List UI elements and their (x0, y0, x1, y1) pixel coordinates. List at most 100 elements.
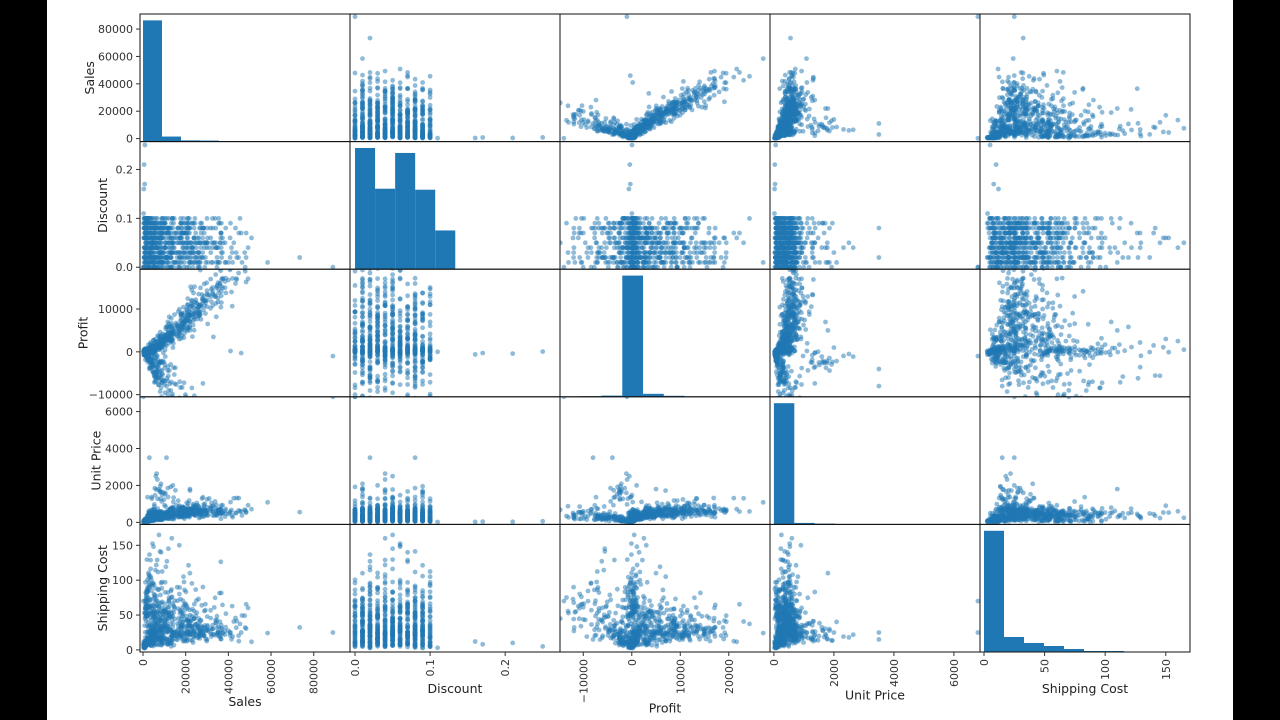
scatter-point (151, 255, 156, 260)
scatter-point (782, 79, 788, 84)
scatter-point (203, 240, 208, 246)
scatter-point (674, 250, 679, 256)
scatter-point (697, 79, 702, 85)
scatter-point (532, 236, 537, 241)
scatter-point (665, 235, 670, 241)
scatter-point (205, 235, 210, 241)
scatter-point (1012, 134, 1017, 140)
scatter-point (686, 216, 691, 221)
scatter-point (639, 128, 645, 134)
scatter-point (985, 135, 990, 141)
scatter-point (786, 76, 792, 82)
scatter-point (1008, 105, 1014, 111)
scatter-point (667, 255, 673, 260)
scatter-point (552, 102, 557, 107)
scatter-point (1147, 132, 1153, 137)
scatter-point (546, 89, 551, 94)
scatter-point (698, 95, 704, 100)
scatter-point (190, 220, 195, 226)
scatter-point (641, 264, 647, 270)
scatter-point (667, 118, 672, 123)
scatter-point (723, 250, 729, 256)
scatter-point (144, 255, 149, 260)
scatter-point (680, 230, 685, 236)
scatter-point (195, 264, 201, 270)
scatter-point (722, 99, 727, 105)
scatter-point (624, 121, 629, 127)
scatter-point (996, 108, 1002, 113)
scatter-point (549, 96, 554, 101)
scatter-point (375, 92, 380, 98)
scatter-point (390, 121, 395, 126)
scatter-point (203, 255, 208, 260)
scatter-point (633, 255, 638, 260)
scatter-point (722, 260, 727, 265)
scatter-point (681, 260, 686, 265)
scatter-point (540, 135, 546, 140)
panel-discount-vs-unit-price (769, 141, 981, 270)
scatter-point (801, 96, 807, 102)
scatter-point (192, 216, 198, 221)
hist-bar (375, 188, 396, 270)
scatter-point (1109, 131, 1115, 137)
scatter-point (588, 104, 594, 110)
scatter-point (619, 220, 624, 226)
scatter-point (390, 96, 395, 101)
scatter-point (233, 225, 238, 231)
scatter-point (625, 240, 631, 246)
scatter-point (360, 132, 365, 138)
scatter-point (611, 116, 617, 122)
scatter-point (582, 240, 588, 246)
scatter-point (616, 225, 622, 231)
scatter-point (706, 76, 712, 82)
scatter-point (658, 230, 664, 236)
scatter-point (1039, 133, 1044, 139)
scatter-point (723, 70, 729, 76)
scatter-point (1019, 107, 1025, 113)
scatter-point (618, 255, 623, 260)
scatter-point (243, 255, 249, 260)
scatter-point (141, 162, 147, 168)
scatter-point (1023, 100, 1028, 106)
scatter-point (151, 216, 157, 221)
scatter-point (788, 125, 794, 131)
scatter-point (420, 127, 425, 133)
scatter-point (585, 118, 591, 124)
scatter-point (382, 118, 388, 124)
scatter-point (601, 128, 607, 134)
scatter-point (651, 125, 657, 130)
scatter-point (405, 118, 410, 123)
scatter-point (585, 255, 591, 260)
scatter-point (641, 118, 647, 124)
scatter-point (146, 250, 151, 256)
scatter-point (265, 260, 270, 265)
scatter-point (662, 109, 668, 115)
scatter-point (662, 250, 668, 256)
scatter-point (249, 235, 254, 241)
scatter-point (731, 74, 737, 80)
scatter-point (147, 264, 153, 270)
scatter-point (592, 235, 597, 241)
scatter-point (360, 78, 365, 84)
scatter-point (367, 80, 373, 86)
scatter-point (603, 116, 609, 121)
scatter-point (1006, 74, 1011, 80)
scatter-point (397, 103, 403, 109)
scatter-point (184, 225, 190, 231)
scatter-point (1041, 70, 1046, 76)
scatter-point (147, 220, 153, 226)
scatter-point (1015, 128, 1020, 134)
scatter-point (242, 250, 248, 256)
hist-bar (180, 140, 200, 142)
scatter-point (522, 73, 527, 78)
scatter-point (632, 129, 637, 135)
scatter-point (1181, 125, 1187, 131)
scatter-point (594, 128, 600, 134)
scatter-point (722, 235, 728, 241)
scatter-point (330, 264, 336, 270)
scatter-point (228, 220, 233, 226)
scatter-point (663, 216, 669, 221)
scatter-point (603, 216, 609, 221)
scatter-point (665, 240, 671, 246)
scatter-point (760, 260, 766, 265)
